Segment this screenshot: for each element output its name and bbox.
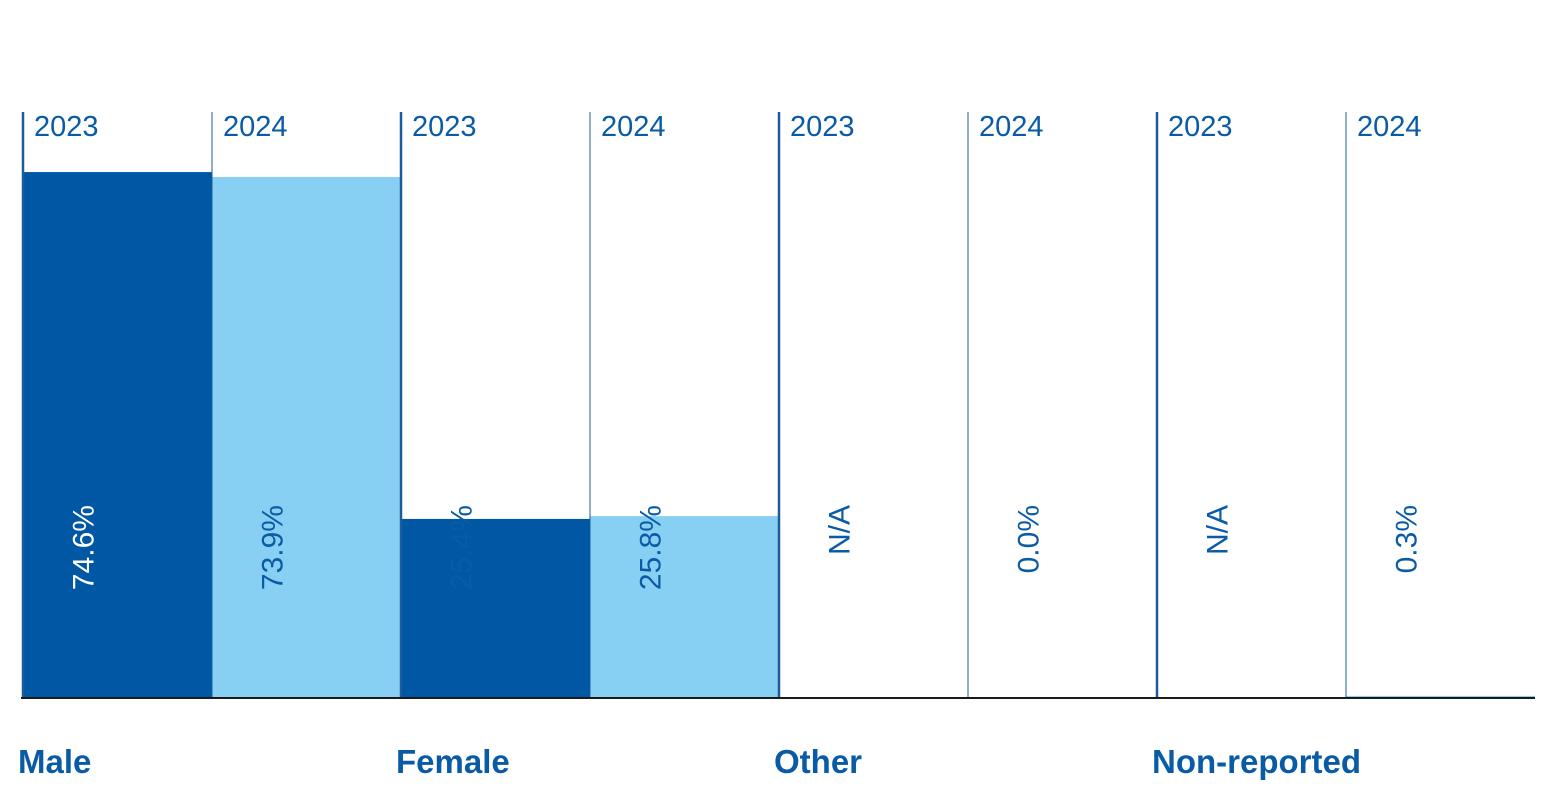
year-label-non-reported-2024: 2024 [1357, 111, 1422, 143]
value-label-female-2023: 25.4% [446, 505, 479, 590]
group-labels-layer: Male Female Other Non-reported [18, 743, 1361, 780]
dividers-layer [21, 112, 1347, 698]
group-label-male: Male [18, 743, 91, 780]
value-labels-layer: 74.6% 73.9% 25.4% 25.8% N/A 0.0% N/A 0.3% [68, 505, 1424, 590]
bars-layer [23, 172, 1535, 698]
year-label-other-2023: 2023 [790, 111, 855, 143]
value-label-non-reported-2024: 0.3% [1391, 505, 1424, 573]
value-label-other-2023: N/A [824, 505, 857, 555]
bar-male-2023 [23, 172, 212, 698]
year-label-other-2024: 2024 [979, 111, 1044, 143]
year-label-female-2024: 2024 [601, 111, 666, 143]
group-label-other: Other [774, 743, 862, 780]
year-label-male-2023: 2023 [34, 111, 99, 143]
value-label-male-2023: 74.6% [68, 505, 101, 590]
value-label-non-reported-2023: N/A [1202, 505, 1235, 555]
value-label-other-2024: 0.0% [1013, 505, 1046, 573]
year-label-non-reported-2023: 2023 [1168, 111, 1233, 143]
year-label-male-2024: 2024 [223, 111, 288, 143]
value-label-male-2024: 73.9% [257, 505, 290, 590]
group-label-female: Female [396, 743, 510, 780]
group-label-non-reported: Non-reported [1152, 743, 1361, 780]
value-label-female-2024: 25.8% [635, 505, 668, 590]
bar-non-reported-2024 [1346, 695, 1535, 698]
bar-female-2023 [401, 518, 590, 698]
year-label-female-2023: 2023 [412, 111, 477, 143]
year-labels-layer: 2023 2024 2023 2024 2023 2024 2023 2024 [34, 111, 1422, 143]
bar-male-2024 [212, 177, 401, 698]
bar-female-2024 [590, 516, 779, 698]
